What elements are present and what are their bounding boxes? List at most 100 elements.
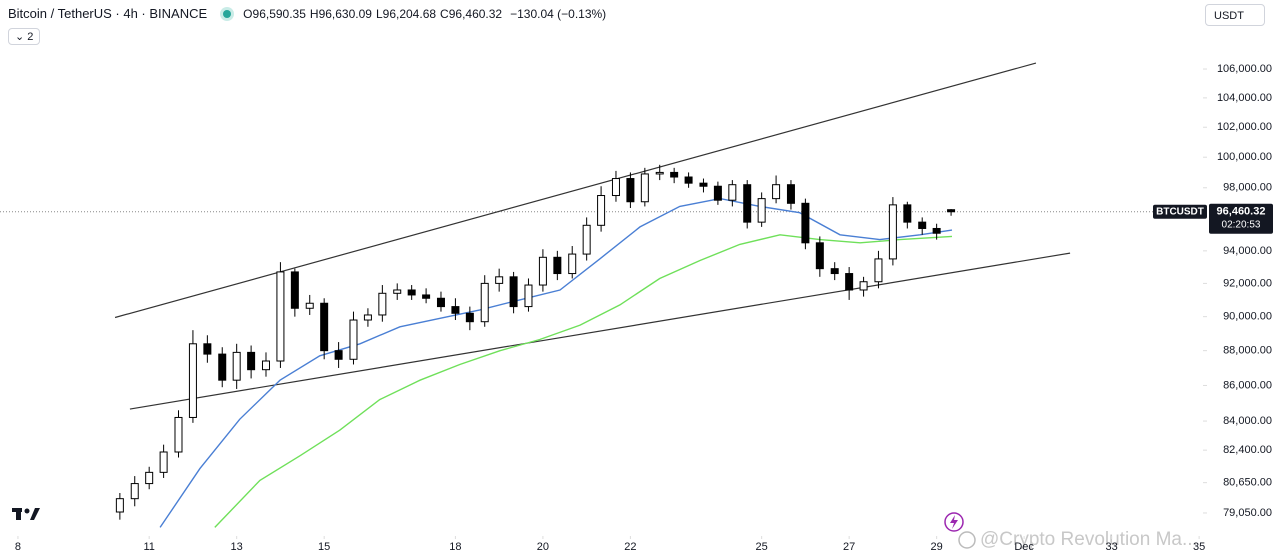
- candle-body: [422, 294, 431, 299]
- candle-body: [465, 312, 474, 323]
- ohlc-value: 96,460.32: [448, 6, 503, 21]
- candle-body: [115, 498, 124, 513]
- ohlc-value: 96,204.68: [382, 6, 437, 21]
- candle-body: [480, 282, 489, 323]
- indicators-toggle[interactable]: ⌄ 2: [8, 28, 41, 45]
- candle-body: [363, 314, 372, 321]
- y-tick-label: 80,650.00: [1223, 477, 1272, 489]
- candle-body: [699, 182, 708, 187]
- trendline: [114, 62, 1037, 319]
- ohlc-value: 96,590.35: [252, 6, 306, 21]
- watermark-icon: [958, 531, 976, 549]
- candle-body: [261, 360, 270, 371]
- candle-body: [611, 178, 620, 197]
- y-tick-label: 106,000.00: [1217, 63, 1272, 75]
- candle-body: [845, 273, 854, 291]
- candle-body: [509, 276, 518, 308]
- candle-body: [582, 224, 591, 255]
- y-tick-label: 82,400.00: [1223, 444, 1272, 456]
- candle-body: [203, 343, 212, 355]
- price-label-bg: [1209, 203, 1273, 234]
- candle-body: [247, 351, 256, 371]
- candle-body: [801, 202, 810, 244]
- candle-body: [305, 302, 314, 309]
- y-tick-label: 94,000.00: [1223, 245, 1272, 257]
- candle-body: [830, 268, 839, 275]
- candle-body: [728, 184, 737, 201]
- candle-body: [393, 289, 402, 294]
- candle-body: [145, 471, 154, 485]
- x-tick-label: 8: [15, 541, 21, 553]
- header: Bitcoin / TetherUS · 4h · BINANCE O96,59…: [8, 6, 606, 21]
- candle-body: [713, 185, 722, 201]
- x-tick-label: 22: [624, 541, 636, 553]
- candle-body: [568, 253, 577, 275]
- y-tick-label: 79,050.00: [1223, 507, 1272, 519]
- candle-body: [903, 204, 912, 223]
- alert-icon-bolt: [950, 515, 958, 529]
- x-tick-label: Dec: [1014, 541, 1034, 553]
- ohlc-key: L: [375, 6, 383, 21]
- candle-body: [538, 256, 547, 286]
- currency: USDT: [1214, 10, 1244, 22]
- symbol-label-bg: [1153, 204, 1207, 219]
- x-tick-label: 29: [931, 541, 943, 553]
- candle-body: [640, 173, 649, 203]
- candle-body: [349, 319, 358, 360]
- moving-average: [159, 197, 953, 528]
- candle-body: [553, 256, 562, 275]
- candle-body: [188, 343, 197, 418]
- y-tick-label: 104,000.00: [1217, 92, 1272, 104]
- candle-body: [436, 297, 445, 308]
- watermark: @Crypto Revolution Ma...: [980, 529, 1198, 550]
- candle-body: [407, 289, 416, 296]
- candle-body: [874, 258, 883, 283]
- y-tick-label: 98,000.00: [1223, 182, 1272, 194]
- ohlc-legend: O96,590.35 H96,630.09 L96,204.68 C96,460.32: [243, 7, 506, 21]
- x-tick-label: 15: [318, 541, 330, 553]
- ohlc-key: O: [243, 6, 253, 21]
- logo-part: [24, 508, 30, 514]
- candle-body: [174, 416, 183, 453]
- indicator-count: 2: [27, 31, 34, 43]
- candle-body: [670, 171, 679, 178]
- x-tick-label: 20: [537, 541, 549, 553]
- x-tick-label: 13: [231, 541, 243, 553]
- candle-body: [334, 350, 343, 360]
- moving-average: [214, 234, 953, 528]
- logo-part: [30, 508, 40, 520]
- y-tick-label: 84,000.00: [1223, 415, 1272, 427]
- candle-body: [495, 276, 504, 284]
- y-tick-label: 88,000.00: [1223, 345, 1272, 357]
- x-tick-label: 18: [449, 541, 461, 553]
- candle-body: [378, 292, 387, 316]
- candle-body: [859, 281, 868, 291]
- price-label: 96,460.32: [1217, 206, 1266, 218]
- x-tick-label: 27: [843, 541, 855, 553]
- candle-body: [786, 184, 795, 204]
- y-tick-label: 102,000.00: [1217, 121, 1272, 133]
- x-tick-label: 33: [1106, 541, 1118, 553]
- candle-body: [232, 351, 241, 381]
- candle-body: [932, 227, 941, 234]
- x-tick-label: 35: [1193, 541, 1205, 553]
- symbol-title[interactable]: Bitcoin / TetherUS · 4h · BINANCE: [8, 6, 208, 21]
- candle-body: [684, 176, 693, 184]
- candle-body: [757, 198, 766, 223]
- alert-icon[interactable]: [944, 512, 964, 532]
- market-status: [223, 9, 232, 18]
- candle-body: [888, 204, 897, 260]
- ohlc-key: C: [440, 6, 449, 21]
- candle-body: [290, 271, 299, 309]
- logo-part: [16, 508, 21, 520]
- currency-select[interactable]: USDT: [1205, 4, 1265, 26]
- candle-body: [276, 271, 285, 362]
- ohlc-key: H: [309, 6, 319, 21]
- y-tick-label: 100,000.00: [1217, 151, 1272, 163]
- trendline: [129, 252, 1071, 410]
- candle-body: [655, 171, 664, 175]
- candle-body: [320, 302, 329, 352]
- candle-body: [626, 178, 635, 203]
